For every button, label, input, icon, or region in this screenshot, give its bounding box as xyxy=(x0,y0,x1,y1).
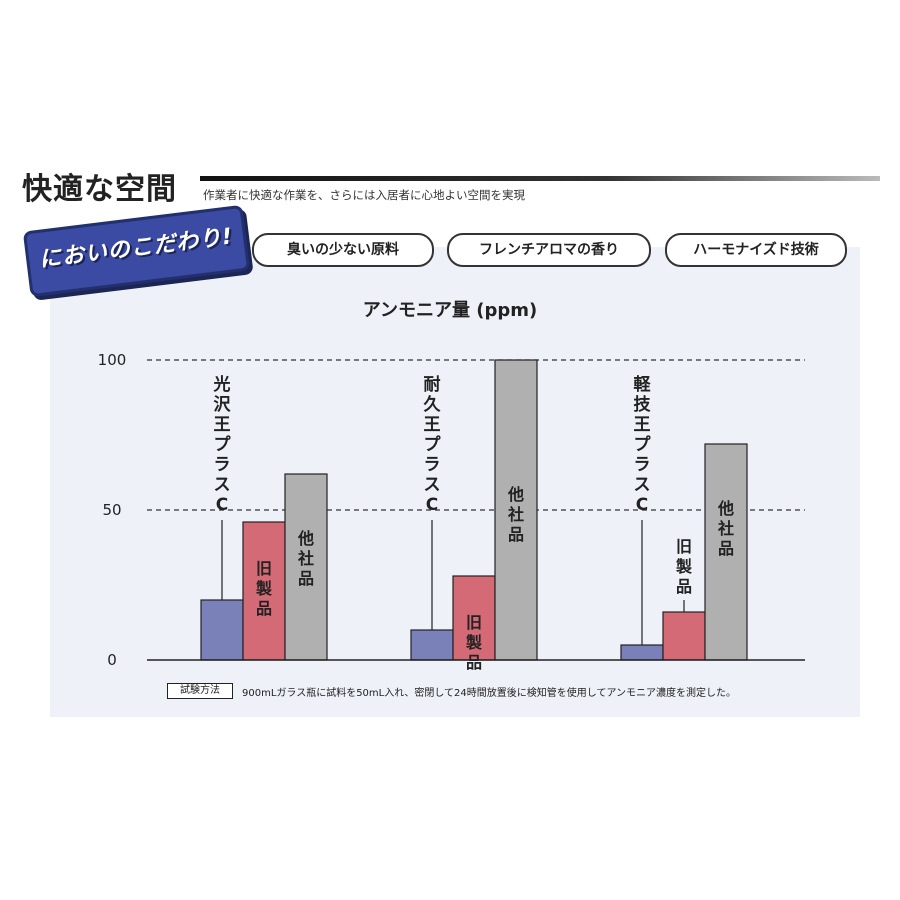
vertical-char: 社 xyxy=(297,549,314,568)
vertical-char: 品 xyxy=(256,599,272,618)
vertical-char: 沢 xyxy=(214,394,232,415)
vertical-char: プ xyxy=(634,434,652,455)
vertical-char: C xyxy=(636,495,648,515)
test-method-label: 試験方法 xyxy=(167,683,233,699)
bar xyxy=(284,473,328,661)
vertical-char: ラ xyxy=(634,455,651,475)
other-company-label: 他社品 xyxy=(507,485,524,544)
vertical-char: ラ xyxy=(424,455,441,475)
section-title: 快適な空間 xyxy=(22,172,177,207)
vertical-char: 旧 xyxy=(466,613,482,632)
y-tick-label: 50 xyxy=(102,501,121,519)
vertical-char: ス xyxy=(424,475,441,495)
pill-harmonized: ハーモナイズド技術 xyxy=(665,233,847,267)
old-product-label: 旧製品 xyxy=(675,537,692,596)
vertical-char: 品 xyxy=(466,653,482,672)
title-rule xyxy=(200,176,880,181)
vertical-char: C xyxy=(216,495,228,515)
other-company-label: 他社品 xyxy=(717,499,734,558)
old-product-label: 旧製品 xyxy=(255,559,272,618)
vertical-char: 社 xyxy=(717,519,734,538)
y-tick-label: 0 xyxy=(107,651,117,669)
vertical-char: プ xyxy=(214,434,232,455)
section-subtitle: 作業者に快適な作業を、さらには入居者に心地よい空間を実現 xyxy=(203,188,525,202)
bar xyxy=(494,359,538,661)
vertical-char: 社 xyxy=(507,505,524,524)
vertical-char: 光 xyxy=(213,374,231,395)
vertical-char: 王 xyxy=(634,415,651,435)
vertical-char: 旧 xyxy=(256,559,272,578)
vertical-char: 品 xyxy=(676,577,692,596)
vertical-char: 他 xyxy=(297,529,314,548)
vertical-char: 他 xyxy=(717,499,734,518)
vertical-char: 品 xyxy=(298,569,314,588)
vertical-char: 品 xyxy=(508,525,524,544)
vertical-char: ス xyxy=(634,475,651,495)
vertical-char: 他 xyxy=(507,485,524,504)
old-product-label: 旧製品 xyxy=(465,613,482,672)
bar xyxy=(410,629,454,661)
vertical-char: 技 xyxy=(634,394,652,415)
vertical-char: 耐 xyxy=(424,374,441,395)
bar xyxy=(200,599,244,661)
chart-title: アンモニア量 (ppm) xyxy=(362,300,538,321)
vertical-char: 旧 xyxy=(676,537,692,556)
vertical-char: 製 xyxy=(255,579,272,598)
vertical-char: C xyxy=(426,495,438,515)
bar xyxy=(620,644,664,661)
bar xyxy=(452,575,496,661)
vertical-char: 製 xyxy=(675,557,692,576)
pill-french-aroma: フレンチアロマの香り xyxy=(447,233,651,267)
vertical-char: 王 xyxy=(424,415,441,435)
y-tick-label: 100 xyxy=(98,351,127,369)
vertical-char: 製 xyxy=(465,633,482,652)
vertical-char: 品 xyxy=(718,539,734,558)
test-method-text: 900mLガラス瓶に試料を50mL入れ、密閉して24時間放置後に検知管を使用して… xyxy=(242,688,737,699)
vertical-char: ラ xyxy=(214,455,231,475)
vertical-char: 久 xyxy=(424,394,441,415)
pill-low-odor: 臭いの少ない原料 xyxy=(252,233,434,267)
vertical-char: 軽 xyxy=(634,374,652,395)
vertical-char: 王 xyxy=(214,415,231,435)
vertical-char: ス xyxy=(214,475,231,495)
bar xyxy=(662,611,706,661)
other-company-label: 他社品 xyxy=(297,529,314,588)
vertical-char: プ xyxy=(424,434,442,455)
